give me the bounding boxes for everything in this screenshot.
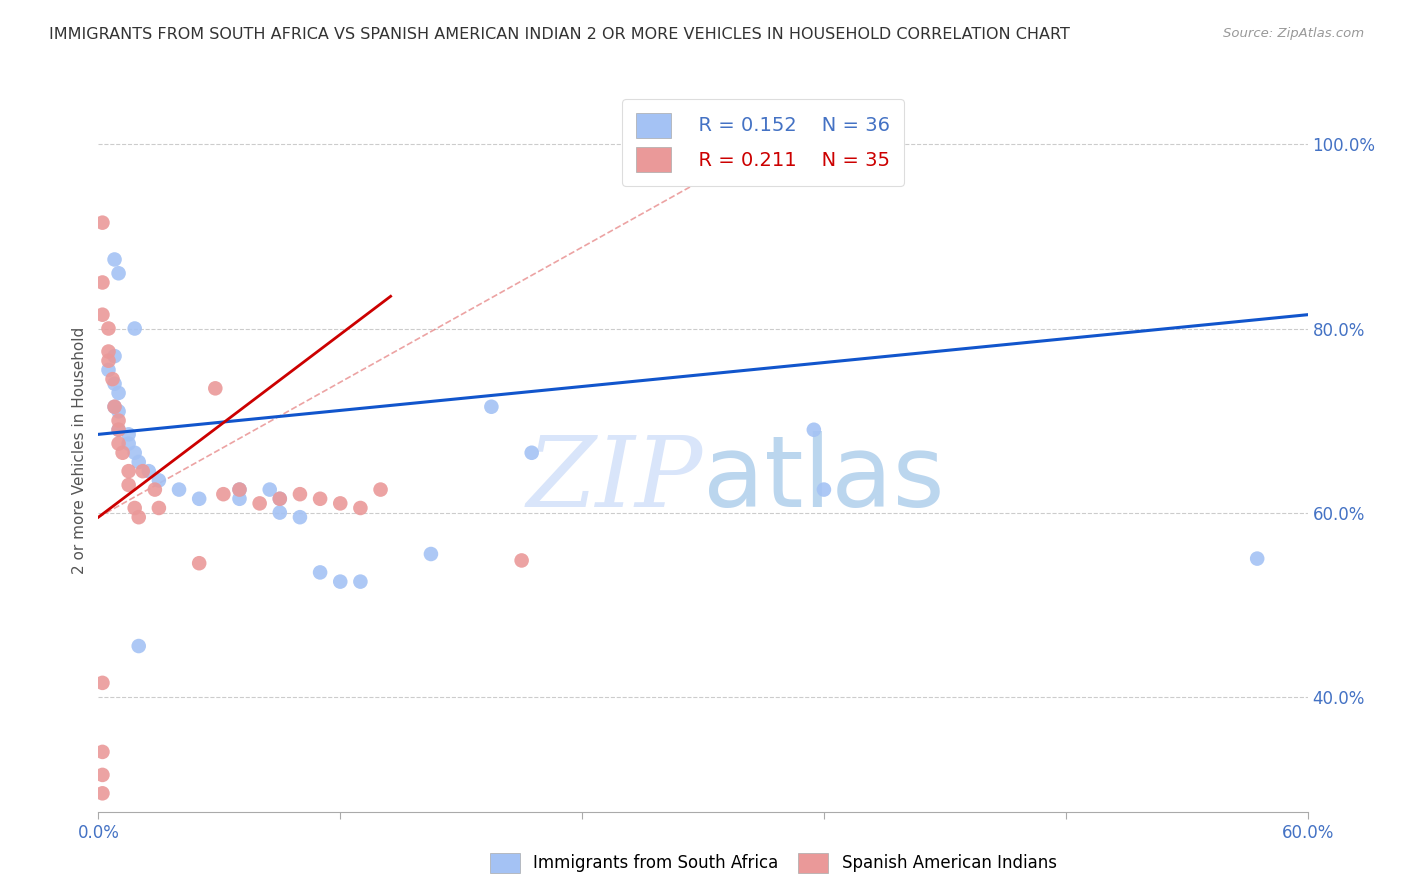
Point (107, 266, 129, 280)
Point (124, 500, 146, 515)
Point (269, 491, 291, 506)
Point (91, 745, 114, 759)
Point (288, 487, 311, 501)
Point (148, 500, 170, 515)
Point (349, 500, 371, 515)
Point (132, 464, 155, 478)
Point (91, 216, 114, 230)
Point (148, 474, 170, 488)
Point (329, 496, 352, 510)
Point (259, 483, 281, 497)
Point (128, 455, 150, 469)
Point (97, 353, 120, 368)
Point (803, 423, 825, 437)
Point (228, 483, 250, 497)
Point (249, 496, 271, 510)
Point (124, 446, 146, 460)
Point (370, 483, 392, 497)
Point (204, 381, 226, 395)
Point (143, 483, 166, 497)
Point (101, 372, 124, 386)
Point (111, 446, 134, 460)
Point (103, 400, 125, 414)
Point (138, 464, 160, 478)
Point (269, 491, 291, 506)
Point (212, 487, 235, 501)
Point (118, 436, 141, 450)
Text: ZIP: ZIP (527, 432, 703, 527)
Point (91, 786, 114, 800)
Point (128, 639, 150, 653)
Legend:   R = 0.152    N = 36,   R = 0.211    N = 35: R = 0.152 N = 36, R = 0.211 N = 35 (621, 99, 904, 186)
Point (124, 321, 146, 335)
Point (481, 400, 503, 414)
Point (269, 506, 291, 520)
Point (697, 151, 720, 165)
Point (103, 252, 125, 267)
Point (309, 491, 332, 506)
Point (188, 556, 211, 570)
Point (420, 547, 443, 561)
Point (658, 137, 681, 152)
Point (228, 483, 250, 497)
Point (188, 491, 211, 506)
Point (97, 321, 120, 335)
Point (167, 483, 190, 497)
Point (107, 436, 129, 450)
Point (128, 510, 150, 524)
Legend: Immigrants from South Africa, Spanish American Indians: Immigrants from South Africa, Spanish Am… (484, 847, 1063, 880)
Text: atlas: atlas (703, 431, 945, 528)
Point (107, 386, 129, 401)
Point (91, 768, 114, 782)
Point (107, 423, 129, 437)
Point (107, 413, 129, 427)
Text: IMMIGRANTS FROM SOUTH AFRICA VS SPANISH AMERICAN INDIAN 2 OR MORE VEHICLES IN HO: IMMIGRANTS FROM SOUTH AFRICA VS SPANISH … (49, 27, 1070, 42)
Point (91, 308, 114, 322)
Point (91, 676, 114, 690)
Point (103, 400, 125, 414)
Point (309, 566, 332, 580)
Y-axis label: 2 or more Vehicles in Household: 2 or more Vehicles in Household (72, 326, 87, 574)
Point (349, 574, 371, 589)
Point (510, 553, 533, 567)
Point (107, 404, 129, 418)
Point (118, 478, 141, 492)
Point (520, 446, 543, 460)
Point (91, 276, 114, 290)
Point (97, 363, 120, 377)
Text: Source: ZipAtlas.com: Source: ZipAtlas.com (1223, 27, 1364, 40)
Point (103, 349, 125, 363)
Point (1246, 551, 1268, 566)
Point (103, 376, 125, 391)
Point (813, 483, 835, 497)
Point (97, 344, 120, 359)
Point (228, 491, 250, 506)
Point (329, 574, 352, 589)
Point (118, 464, 141, 478)
Point (288, 510, 311, 524)
Point (107, 423, 129, 437)
Point (118, 427, 141, 442)
